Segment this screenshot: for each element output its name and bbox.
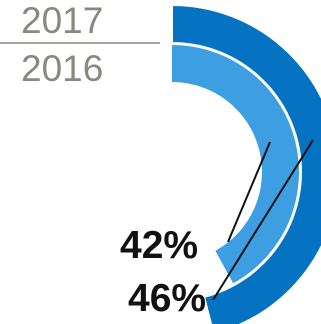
value-label-2016: 42% [120,224,198,267]
ring-2017-outer [171,3,321,324]
legend-label-2017: 2017 [21,0,103,41]
ring-2016-inner [172,45,299,284]
value-label-2017: 46% [128,277,206,320]
leader-line-2016 [227,141,271,243]
legend-label-2016: 2016 [21,48,103,89]
leader-line-2017 [212,139,314,301]
